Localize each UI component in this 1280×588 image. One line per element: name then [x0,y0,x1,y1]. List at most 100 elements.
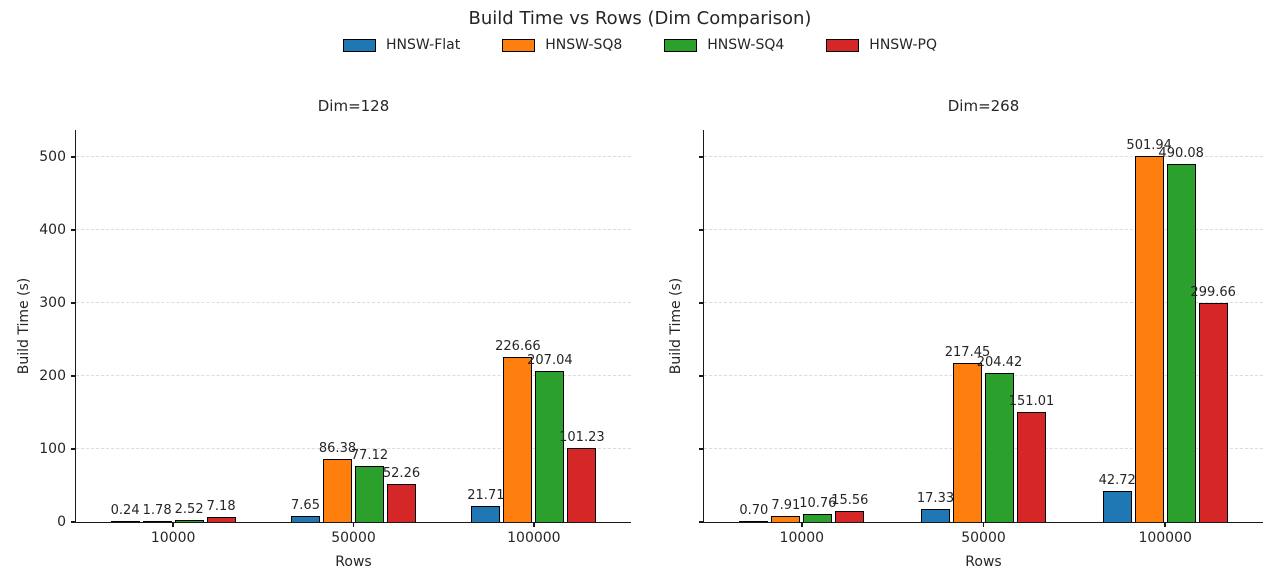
x-tick-mark [533,522,535,527]
y-tick-mark [71,229,76,231]
bar-hnsw-pq-100000 [1198,303,1228,522]
bar-value-label: 2.52 [174,502,204,518]
bar-hnsw-sq8-50000 [323,458,352,522]
gridline [76,156,631,158]
y-tick-label: 400 [39,222,66,238]
bar-value-label: 21.71 [467,488,505,504]
legend-item-hnsw-sq4: HNSW-SQ4 [664,37,784,53]
y-tick-mark [71,375,76,377]
x-tick-mark [982,522,985,527]
axes-dim=268: Dim=268 10000 0.70 7.91 10.76 15.56 50000 17.33… [668,97,1263,570]
bar-hnsw-sq4-50000 [985,372,1014,522]
bar-value-label: 0.70 [739,503,769,518]
x-tick-label: 50000 [961,530,1006,546]
x-tick-mark [352,522,355,527]
bar-hnsw-flat-10000 [739,521,769,522]
bar-value-label: 151.01 [1008,393,1055,409]
y-tick-mark [71,448,76,450]
gridline [76,375,631,377]
bar-hnsw-flat-50000 [921,509,950,522]
y-tick-mark [71,521,76,523]
bar-hnsw-sq4-10000 [803,514,833,522]
gridline [76,448,631,450]
x-tick-label: 10000 [779,530,825,546]
bar-hnsw-flat-50000 [291,516,320,522]
bar-value-label: 7.65 [291,498,320,514]
legend-label: HNSW-SQ4 [707,37,785,53]
y-tick-mark [71,302,76,304]
legend-item-hnsw-flat: HNSW-Flat [343,37,460,53]
bar-value-label: 101.23 [559,430,605,446]
bar-hnsw-sq8-100000 [1134,155,1164,522]
gridline [704,375,1263,377]
figure-title: Build Time vs Rows (Dim Comparison) [468,8,812,29]
bar-value-label: 204.42 [976,354,1023,370]
legend-swatch-icon [826,38,860,52]
bar-hnsw-pq-50000 [1017,411,1046,522]
bar-value-label: 299.66 [1190,285,1236,301]
y-tick-label: 300 [39,295,66,311]
legend-label: HNSW-PQ [869,37,937,53]
x-tick-label: 100000 [1138,530,1192,546]
bar-value-label: 86.38 [318,440,357,456]
bar-value-label: 217.45 [944,345,991,361]
gridline [704,156,1263,158]
bar-value-label: 15.56 [831,492,869,508]
bar-hnsw-pq-100000 [567,448,597,522]
y-tick-mark [699,229,704,231]
x-tick-mark [801,522,803,527]
y-tick-label: 500 [39,149,66,165]
subplot-title: Dim=128 [317,97,390,115]
y-tick-mark [699,375,704,377]
bar-value-label: 7.91 [771,498,801,514]
y-tick-mark [699,156,704,158]
x-tick-label: 50000 [331,530,376,546]
y-tick-label: 100 [39,441,66,457]
legend-label: HNSW-Flat [386,37,461,53]
bar-value-label: 490.08 [1158,146,1204,162]
bar-hnsw-flat-100000 [1102,490,1132,522]
legend: HNSW-Flat HNSW-SQ8 HNSW-SQ4 HNSW-PQ [0,37,1280,53]
bar-value-label: 7.18 [206,498,236,514]
y-tick-mark [699,448,704,450]
x-tick-mark [172,522,174,527]
y-axis-label: Build Time (s) [668,277,684,375]
bar-hnsw-sq4-100000 [1166,164,1196,522]
bar-hnsw-sq8-10000 [771,516,801,522]
bar-value-label: 501.94 [1126,137,1172,153]
y-tick-label: 200 [39,368,66,384]
bar-hnsw-sq8-10000 [142,520,172,522]
bar-hnsw-pq-10000 [835,510,865,522]
y-axis-label: Build Time (s) [16,277,32,375]
bar-value-label: 1.78 [142,502,172,518]
gridline [704,302,1263,304]
legend-swatch-icon [502,38,536,52]
legend-swatch-icon [343,38,376,52]
bar-hnsw-sq8-100000 [503,356,533,522]
bar-value-label: 77.12 [350,447,389,463]
x-axis-label: Rows [965,554,1002,570]
y-tick-mark [699,302,704,304]
bar-value-label: 52.26 [382,465,421,481]
bar-value-label: 17.33 [916,491,955,507]
legend-swatch-icon [664,38,698,52]
bar-hnsw-flat-100000 [471,506,501,522]
legend-label: HNSW-SQ8 [545,37,623,53]
x-tick-label: 100000 [507,530,561,546]
x-tick-label: 10000 [150,530,196,546]
bar-hnsw-pq-50000 [387,483,416,522]
bar-hnsw-sq8-50000 [953,363,982,522]
subplot-title: Dim=268 [947,97,1020,115]
y-tick-label: 0 [57,514,66,530]
bar-hnsw-flat-10000 [110,521,140,522]
gridline [704,229,1263,231]
bar-value-label: 10.76 [799,496,837,512]
gridline [704,448,1263,450]
axes-dim=128: Dim=128 0 100 200 300 400 500 10000 0.24 1.78 2.52… [16,97,631,570]
bar-value-label: 226.66 [495,338,541,354]
x-axis-label: Rows [335,554,372,570]
bar-hnsw-pq-10000 [206,516,236,522]
gridline [76,229,631,231]
bar-hnsw-sq4-50000 [355,465,384,522]
